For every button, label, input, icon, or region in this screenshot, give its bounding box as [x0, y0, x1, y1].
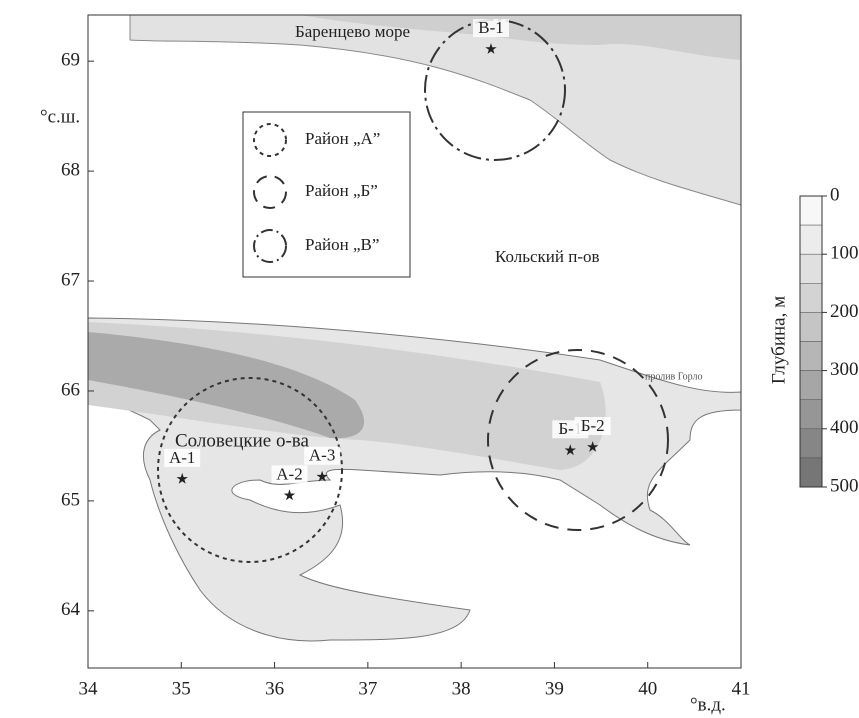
legend-symbol — [253, 175, 287, 209]
station-label-bg — [304, 446, 341, 465]
station — [176, 472, 188, 484]
x-tick-label: 39 — [545, 678, 564, 699]
x-tick-label: 41 — [732, 678, 751, 699]
barents-deep — [300, 15, 741, 60]
colorbar-tick-label: 0 — [830, 184, 840, 205]
colorbar-tick-label: 400 — [830, 417, 859, 438]
colorbar-band — [799, 253, 823, 284]
station — [283, 489, 296, 501]
region-a — [157, 377, 343, 563]
legend-symbol — [253, 123, 287, 157]
colorbar-tick-label: 300 — [830, 359, 859, 380]
station-label: А-1 — [169, 448, 195, 467]
place-label: Баренцево море — [295, 22, 410, 41]
x-tick-label: 35 — [172, 678, 191, 699]
y-tick-label: 68 — [61, 159, 80, 180]
station — [316, 470, 328, 482]
colorbar-band — [799, 224, 823, 255]
x-tick-label: 36 — [265, 678, 284, 699]
legend-label: Район „Б” — [305, 181, 378, 200]
legend-symbol — [253, 229, 287, 263]
place-label: Соловецкие о-ва — [175, 430, 309, 451]
region-b — [487, 349, 669, 531]
legend-box — [242, 111, 411, 278]
x-tick-label: 37 — [358, 678, 377, 699]
colorbar-band — [799, 195, 823, 226]
colorbar-band — [799, 399, 823, 430]
station — [485, 43, 497, 54]
y-tick-label: 64 — [61, 599, 81, 620]
colorbar-band — [799, 370, 823, 400]
station-label-bg — [164, 448, 201, 467]
place-label: Кольский п-ов — [495, 247, 600, 266]
barents-sea — [129, 14, 742, 206]
colorbar-band — [799, 312, 823, 342]
y-axis-label: °с.ш. — [40, 106, 80, 127]
y-tick-label: 65 — [61, 489, 80, 510]
colorbar-tick-label: 100 — [830, 243, 859, 264]
colorbar-band — [799, 341, 823, 371]
colorbar-band — [799, 283, 823, 313]
x-tick-label: 34 — [79, 678, 99, 699]
station — [564, 444, 576, 456]
station-label: А-3 — [309, 446, 335, 465]
station-label-bg — [574, 417, 611, 436]
station-label: В-1 — [478, 18, 504, 37]
frame — [87, 14, 742, 669]
colorbar-band — [799, 428, 823, 459]
white-sea-deep — [88, 332, 365, 439]
y-tick-label: 67 — [61, 269, 80, 290]
station-label: А-2 — [276, 464, 302, 483]
legend: Район „А” Район „Б” Район „В” — [242, 111, 411, 278]
legend-label: Район „А” — [305, 129, 380, 148]
station-label: Б-2 — [581, 416, 605, 435]
station-label-bg — [271, 465, 308, 484]
x-axis-label: °в.д. — [690, 694, 726, 715]
place-label: пролив Горло — [645, 371, 703, 382]
colorbar-label: Глубина, м — [768, 296, 789, 384]
x-tick-label: 40 — [638, 678, 657, 699]
station-label-bg — [472, 19, 509, 38]
legend-label: Район „В” — [305, 235, 379, 254]
station — [587, 441, 599, 452]
colorbar-band — [799, 457, 823, 488]
colorbar-tick-label: 500 — [830, 475, 859, 496]
colorbar-tick-label: 200 — [830, 301, 859, 322]
colorbar-frame — [799, 195, 823, 488]
x-tick-label: 38 — [452, 678, 471, 699]
y-tick-label: 69 — [61, 50, 80, 71]
y-tick-label: 66 — [61, 379, 80, 400]
region-v — [424, 19, 566, 161]
